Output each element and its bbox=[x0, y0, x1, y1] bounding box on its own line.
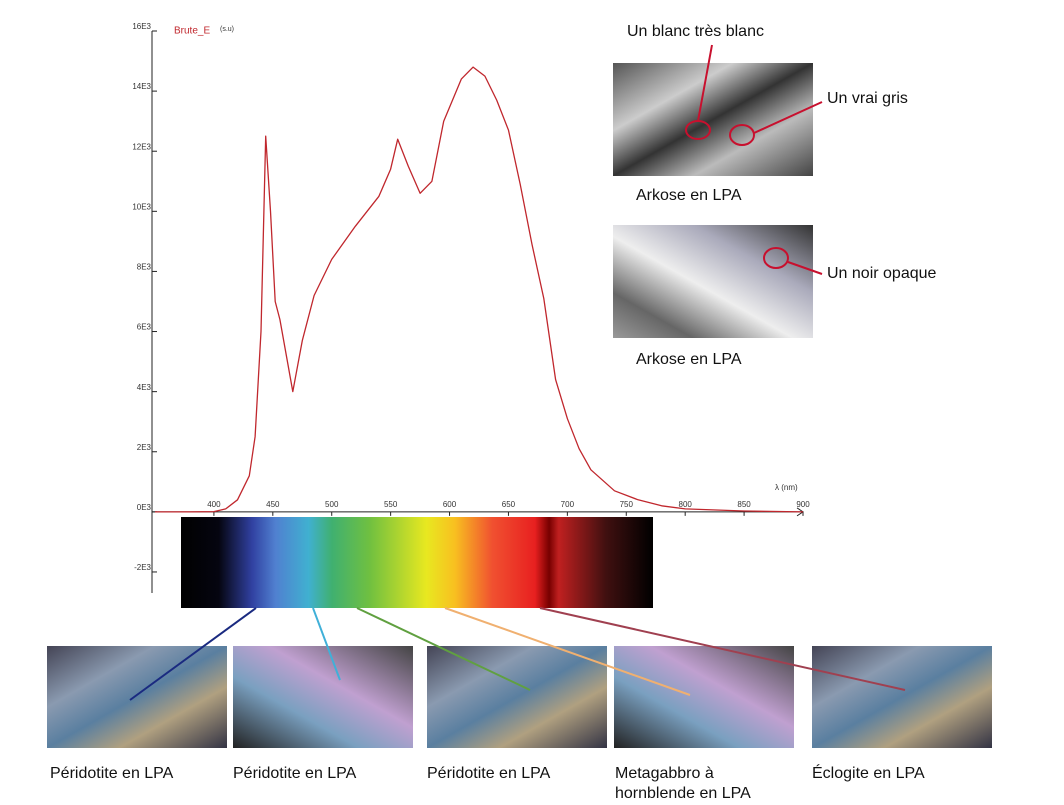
y-tick-label: 10E3 bbox=[132, 202, 151, 211]
photo bbox=[613, 225, 813, 338]
annotation: Un vrai gris bbox=[827, 90, 908, 107]
y-tick-label: 4E3 bbox=[137, 383, 152, 392]
y-tick-label: -2E3 bbox=[134, 563, 151, 572]
photo bbox=[47, 646, 227, 748]
caption: Péridotite en LPA bbox=[50, 765, 174, 782]
connectors bbox=[129, 607, 906, 701]
x-tick-label: 700 bbox=[561, 500, 575, 509]
line bbox=[155, 66, 804, 513]
unit-label: (s.u) bbox=[220, 26, 234, 33]
x-tick-label: 800 bbox=[679, 500, 693, 509]
y-tick-label: 8E3 bbox=[137, 263, 152, 272]
y-tick-label: 16E3 bbox=[132, 22, 151, 31]
y-tick-label: 2E3 bbox=[137, 443, 152, 452]
x-tick-label: 500 bbox=[325, 500, 339, 509]
photo bbox=[427, 646, 607, 748]
x-tick-label: 450 bbox=[266, 500, 280, 509]
photo bbox=[812, 646, 992, 748]
x-tick-label: 400 bbox=[207, 500, 221, 509]
x-tick-label: 550 bbox=[384, 500, 398, 509]
y-tick-label: 0E3 bbox=[137, 503, 152, 512]
photo bbox=[613, 63, 813, 176]
caption: Péridotite en LPA bbox=[427, 765, 551, 782]
y-tick-label: 14E3 bbox=[132, 82, 151, 91]
photo bbox=[614, 646, 794, 748]
x-tick-label: 650 bbox=[502, 500, 516, 509]
annotation: Un blanc très blanc bbox=[627, 23, 764, 40]
caption: Arkose en LPA bbox=[636, 187, 742, 204]
caption: Éclogite en LPA bbox=[812, 765, 925, 782]
x-tick-label: 900 bbox=[796, 500, 810, 509]
caption: Péridotite en LPA bbox=[233, 765, 357, 782]
annotation: Un noir opaque bbox=[827, 265, 937, 282]
y-tick-label: 12E3 bbox=[132, 142, 151, 151]
x-axis-label: λ (nm) bbox=[775, 483, 798, 492]
caption: Metagabbro à hornblende en LPA bbox=[615, 765, 751, 802]
photo bbox=[233, 646, 413, 748]
series-label: Brute_E bbox=[174, 26, 210, 37]
x-tick-label: 850 bbox=[737, 500, 751, 509]
markers bbox=[685, 44, 823, 275]
y-tick-label: 6E3 bbox=[137, 323, 152, 332]
x-tick-label: 600 bbox=[443, 500, 457, 509]
x-tick-label: 750 bbox=[620, 500, 634, 509]
caption: Arkose en LPA bbox=[636, 351, 742, 368]
spectrum-band bbox=[181, 517, 653, 608]
